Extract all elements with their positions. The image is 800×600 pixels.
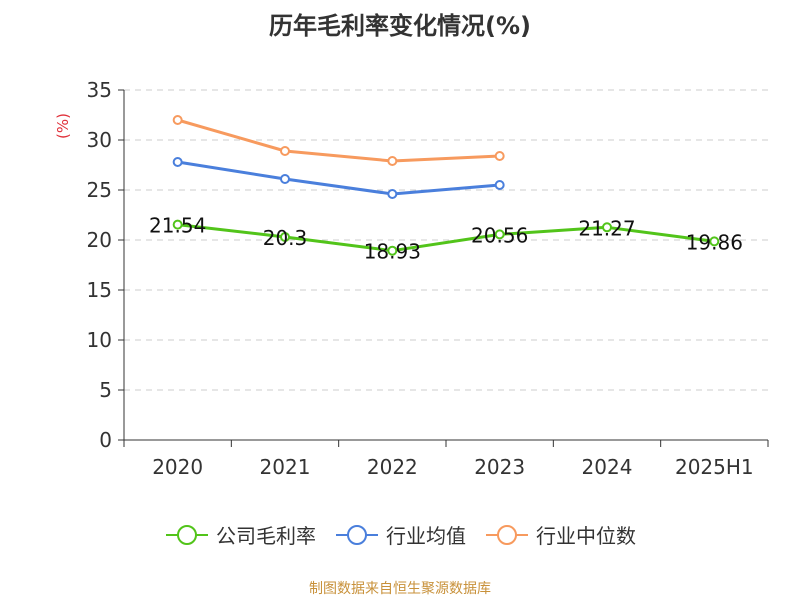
- legend-marker-icon: [166, 524, 208, 545]
- data-label: 18.93: [364, 240, 421, 264]
- series-line-industry_avg: [177, 160, 500, 196]
- x-tick-label: 2021: [260, 455, 311, 479]
- source-label: 制图数据来自恒生聚源数据库: [309, 581, 491, 597]
- data-point-industry_median: [387, 156, 398, 166]
- data-point-company: [387, 245, 398, 256]
- legend-circle: [347, 524, 367, 545]
- data-point-industry_median: [172, 115, 183, 125]
- data-label: 21.54: [149, 214, 206, 238]
- data-point-industry_avg: [494, 180, 505, 190]
- y-tick-label: 25: [87, 178, 112, 202]
- legend-item-company[interactable]: 公司毛利率: [164, 520, 316, 549]
- y-axis-label: (%): [54, 113, 72, 139]
- data-point-company: [602, 222, 612, 233]
- data-point-company: [709, 236, 720, 247]
- x-tick-label: 2020: [152, 455, 203, 479]
- y-tick-label: 20: [87, 228, 112, 252]
- y-tick-label: 35: [87, 78, 112, 102]
- data-point-company: [172, 219, 183, 230]
- legend-marker-icon: [486, 524, 528, 545]
- data-point-industry_avg: [172, 157, 183, 167]
- data-point-industry_avg: [280, 174, 290, 184]
- legend-item-industry_avg[interactable]: 行业均值: [334, 520, 466, 549]
- data-label: 20.3: [263, 226, 308, 250]
- legend-marker-icon: [336, 524, 378, 545]
- data-label: 19.86: [686, 230, 743, 254]
- y-tick-label: 15: [87, 278, 112, 302]
- x-tick-label: 2023: [474, 455, 525, 479]
- data-point-industry_avg: [387, 189, 398, 199]
- legend-label: 行业均值: [386, 524, 466, 548]
- legend-circle: [497, 524, 517, 545]
- data-label: 20.56: [471, 223, 528, 247]
- legend-item-industry_median[interactable]: 行业中位数: [484, 520, 636, 549]
- legend-circle: [177, 524, 197, 545]
- data-point-company: [280, 232, 290, 242]
- series-line-company: [177, 223, 715, 253]
- series-line-industry_median: [177, 118, 500, 163]
- legend-label: 公司毛利率: [216, 524, 316, 548]
- data-point-industry_median: [280, 146, 290, 156]
- y-tick-label: 10: [87, 328, 112, 352]
- x-tick-label: 2025H1: [675, 455, 754, 479]
- data-point-company: [494, 229, 505, 240]
- legend-label: 行业中位数: [536, 524, 636, 548]
- data-point-industry_median: [494, 151, 505, 161]
- x-tick-label: 2022: [367, 455, 418, 479]
- y-tick-label: 0: [99, 428, 112, 452]
- y-tick-label: 5: [99, 378, 112, 402]
- chart-title: 历年毛利率变化情况(%): [269, 12, 531, 40]
- chart-legend: 公司毛利率 行业均值 行业中位数: [0, 520, 800, 549]
- data-label: 21.27: [578, 216, 635, 240]
- x-tick-label: 2024: [582, 455, 633, 479]
- y-tick-label: 30: [87, 128, 112, 152]
